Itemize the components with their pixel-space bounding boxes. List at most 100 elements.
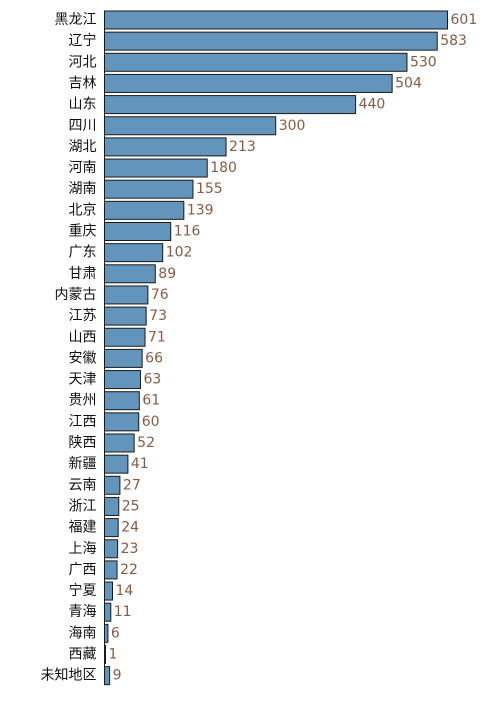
- value-label: 583: [440, 33, 467, 49]
- value-label: 530: [410, 54, 437, 70]
- bar: [104, 433, 135, 453]
- value-labels-group: 6015835305044403002131801551391161028976…: [109, 12, 478, 684]
- bar: [104, 602, 112, 622]
- value-label: 213: [229, 139, 256, 155]
- bar: [104, 116, 277, 136]
- value-label: 25: [122, 498, 140, 514]
- category-label: 吉林: [69, 75, 97, 91]
- value-label: 60: [142, 414, 160, 430]
- bar: [104, 200, 185, 220]
- value-label: 6: [111, 625, 120, 641]
- category-label: 河北: [69, 54, 97, 70]
- value-label: 89: [158, 266, 176, 282]
- bar: [104, 391, 140, 411]
- bar: [104, 496, 120, 516]
- value-label: 27: [123, 477, 141, 493]
- bar: [104, 285, 149, 305]
- value-label: 76: [151, 287, 169, 303]
- bar: [104, 454, 129, 474]
- value-label: 23: [121, 541, 139, 557]
- value-label: 155: [196, 181, 223, 197]
- category-label: 湖南: [69, 181, 97, 197]
- category-label: 重庆: [69, 224, 97, 240]
- value-label: 14: [115, 583, 133, 599]
- bar: [104, 327, 146, 347]
- category-label: 上海: [69, 541, 97, 557]
- bar: [104, 581, 113, 601]
- category-label: 辽宁: [69, 32, 97, 49]
- bar: [104, 137, 227, 157]
- value-label: 300: [279, 118, 306, 134]
- category-label: 河南: [69, 160, 97, 176]
- category-label: 山西: [69, 329, 97, 345]
- value-label: 601: [451, 12, 478, 28]
- category-label: 黑龙江: [55, 12, 97, 28]
- category-label: 海南: [69, 625, 97, 641]
- bar: [104, 10, 448, 30]
- bar: [104, 666, 111, 686]
- value-label: 1: [109, 647, 118, 663]
- category-label: 天津: [69, 372, 97, 388]
- value-label: 61: [142, 393, 160, 409]
- category-label: 云南: [69, 477, 97, 493]
- bar: [104, 73, 393, 93]
- category-label: 青海: [69, 604, 97, 620]
- value-label: 71: [148, 329, 166, 345]
- bar: [104, 158, 208, 178]
- value-label: 52: [137, 435, 155, 451]
- value-label: 116: [174, 224, 201, 240]
- bar: [104, 95, 357, 115]
- value-label: 139: [187, 202, 214, 218]
- bar: [104, 222, 172, 241]
- bar: [104, 623, 109, 643]
- bar: [104, 243, 164, 263]
- bar: [104, 412, 140, 432]
- category-label: 江西: [69, 414, 97, 430]
- bar: [104, 370, 141, 390]
- category-label: 未知地区: [41, 667, 97, 684]
- category-labels-group: 黑龙江辽宁河北吉林山东四川湖北河南湖南北京重庆广东甘肃内蒙古江苏山西安徽天津贵州…: [41, 12, 97, 684]
- category-label: 四川: [69, 118, 97, 134]
- bar: [104, 179, 194, 199]
- value-label: 440: [359, 97, 386, 113]
- category-label: 山东: [69, 97, 97, 113]
- category-label: 广东: [69, 245, 97, 261]
- category-label: 浙江: [69, 498, 97, 514]
- category-label: 湖北: [69, 139, 97, 155]
- bar: [104, 518, 119, 538]
- category-label: 甘肃: [69, 266, 97, 282]
- bar: [104, 539, 119, 559]
- category-label: 江苏: [69, 308, 97, 324]
- bar: [104, 306, 147, 326]
- bar: [104, 645, 106, 664]
- category-label: 安徽: [69, 350, 97, 366]
- category-label: 北京: [69, 202, 97, 218]
- bar: [104, 475, 121, 495]
- bar: [104, 52, 408, 72]
- value-label: 102: [166, 245, 193, 261]
- bar: [104, 560, 118, 580]
- value-label: 504: [395, 75, 422, 91]
- value-label: 24: [121, 520, 139, 536]
- category-label: 新疆: [69, 456, 97, 472]
- bars-group: [104, 10, 448, 686]
- value-label: 180: [210, 160, 237, 176]
- value-label: 73: [149, 308, 167, 324]
- bar: [104, 348, 143, 368]
- category-label: 内蒙古: [55, 287, 97, 303]
- bar: [104, 264, 156, 284]
- value-label: 66: [145, 350, 163, 366]
- value-label: 22: [120, 562, 138, 578]
- category-label: 宁夏: [69, 582, 97, 599]
- category-label: 西藏: [69, 647, 97, 663]
- value-label: 41: [131, 456, 149, 472]
- bar: [104, 31, 438, 51]
- value-label: 63: [143, 372, 161, 388]
- category-label: 贵州: [69, 393, 97, 409]
- value-label: 11: [114, 604, 132, 620]
- category-label: 福建: [69, 520, 97, 536]
- value-label: 9: [113, 668, 122, 684]
- category-label: 陕西: [69, 435, 97, 451]
- category-label: 广西: [69, 562, 97, 578]
